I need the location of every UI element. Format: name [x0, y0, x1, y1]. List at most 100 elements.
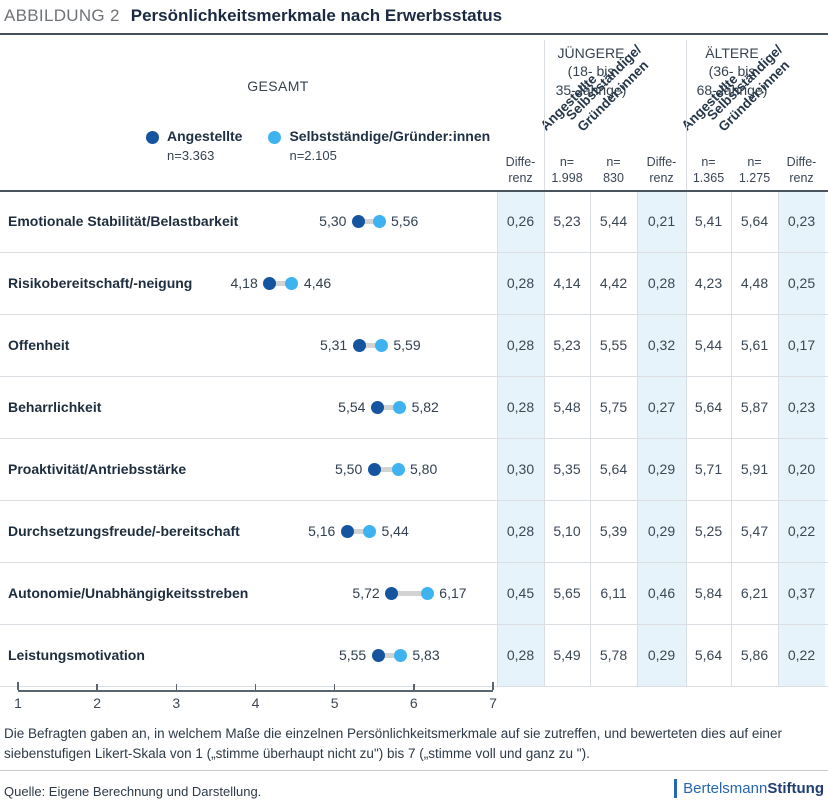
- legend-text: Angestellte n=3.363: [167, 128, 242, 163]
- cell-mean: 5,65: [553, 585, 581, 601]
- dot-angestellte: [371, 648, 385, 662]
- cell-mean: 5,49: [553, 647, 581, 663]
- cell-mean: 5,10: [553, 523, 581, 539]
- cell-mean: 5,44: [694, 337, 723, 353]
- header-divider: [0, 33, 828, 35]
- footer-divider: [0, 770, 828, 771]
- differenz-column-header: Diffe- renz: [505, 154, 536, 185]
- cell-mean: 5,48: [553, 399, 581, 415]
- cell-mean: 4,14: [553, 275, 581, 291]
- dot-connector: [378, 652, 401, 658]
- dot-connector: [347, 528, 370, 534]
- value-label-angestellte: 5,54: [338, 399, 366, 415]
- row-divider: [0, 376, 828, 377]
- figure-header: ABBILDUNG 2 Persönlichkeitsmerkmale nach…: [4, 6, 824, 26]
- cell-mean: 5,75: [599, 399, 628, 415]
- logo-text-bertelsmann: Bertelsmann: [683, 780, 768, 797]
- value-label-selbststaendige: 6,17: [439, 585, 467, 601]
- cell-differenz: 0,23: [787, 399, 816, 415]
- cell-differenz: 0,21: [647, 213, 676, 229]
- value-label-angestellte: 5,72: [352, 585, 380, 601]
- logo-text-stiftung: Stiftung: [767, 780, 824, 797]
- x-axis-tick-label: 1: [14, 695, 22, 711]
- cell-mean: 5,64: [740, 213, 769, 229]
- cell-mean: 5,78: [599, 647, 628, 663]
- dot-selbststaendige: [393, 400, 407, 414]
- n-column-header: n= 830: [603, 154, 624, 185]
- row-divider: [0, 314, 828, 315]
- cell-mean: 6,21: [740, 585, 769, 601]
- cell-differenz: 0,26: [506, 213, 535, 229]
- legend-n-selbststaendige: n=2.105: [289, 147, 337, 163]
- figure-title: Persönlichkeitsmerkmale nach Erwerbsstat…: [130, 6, 503, 25]
- cell-mean: 4,23: [694, 275, 723, 291]
- cell-differenz: 0,37: [787, 585, 816, 601]
- cell-mean: 5,35: [553, 461, 581, 477]
- dot-connector: [377, 404, 400, 410]
- cell-differenz: 0,22: [787, 647, 816, 663]
- angestellte-dot-icon: [146, 131, 159, 144]
- cell-differenz: 0,28: [647, 275, 676, 291]
- cell-differenz: 0,28: [506, 647, 535, 663]
- cell-mean: 5,23: [553, 213, 581, 229]
- cell-differenz: 0,30: [506, 461, 535, 477]
- trait-label: Emotionale Stabilität/Belastbarkeit: [8, 213, 239, 229]
- cell-differenz: 0,28: [506, 337, 535, 353]
- figure-note: Die Befragten gaben an, in welchem Maße …: [4, 726, 782, 762]
- column-group-gesamt-label: GESAMT: [247, 78, 309, 94]
- value-label-selbststaendige: 5,44: [381, 523, 409, 539]
- cell-mean: 5,64: [694, 399, 723, 415]
- value-label-selbststaendige: 5,82: [411, 399, 439, 415]
- cell-mean: 5,47: [740, 523, 769, 539]
- x-axis-tick: [492, 682, 494, 690]
- column-group-aeltere-label: ÄLTERE (36- bis 68-Jährige): [696, 45, 768, 98]
- x-axis-tick-label: 2: [93, 695, 102, 711]
- table-top-rule: [0, 190, 828, 192]
- cell-differenz: 0,25: [787, 275, 816, 291]
- x-axis-tick: [333, 684, 336, 690]
- x-axis-tick-label: 6: [409, 695, 418, 711]
- dot-selbststaendige: [372, 214, 386, 228]
- dot-selbststaendige: [420, 586, 434, 600]
- row-divider: [0, 624, 828, 625]
- legend: Angestellte n=3.363 Selbstständige/Gründ…: [146, 128, 490, 163]
- x-axis-tick-label: 3: [172, 695, 181, 711]
- dot-angestellte: [340, 524, 354, 538]
- dot-selbststaendige: [391, 462, 405, 476]
- legend-item-selbststaendige: Selbstständige/Gründer:innen n=2.105: [268, 128, 490, 163]
- x-axis-tick: [96, 684, 98, 690]
- cell-mean: 5,61: [740, 337, 769, 353]
- legend-text: Selbstständige/Gründer:innen n=2.105: [289, 128, 490, 163]
- cell-differenz: 0,20: [787, 461, 816, 477]
- value-label-angestellte: 5,30: [319, 213, 347, 229]
- cell-mean: 5,44: [599, 213, 628, 229]
- cell-differenz: 0,27: [647, 399, 676, 415]
- value-label-selbststaendige: 5,59: [393, 337, 421, 353]
- n-column-header: n= 1.365: [692, 154, 725, 185]
- cell-mean: 5,87: [740, 399, 769, 415]
- value-label-selbststaendige: 5,56: [391, 213, 419, 229]
- cell-differenz: 0,46: [647, 585, 676, 601]
- dot-selbststaendige: [363, 524, 376, 538]
- value-label-selbststaendige: 4,46: [303, 275, 332, 291]
- cell-mean: 4,48: [740, 275, 769, 291]
- x-axis-line: [18, 690, 493, 692]
- legend-label-angestellte: Angestellte: [167, 128, 243, 144]
- dot-connector: [391, 590, 428, 596]
- bertelsmann-stiftung-logo: Bertelsmann Stiftung: [674, 779, 824, 798]
- legend-item-angestellte: Angestellte n=3.363: [146, 128, 242, 163]
- trait-label: Leistungsmotivation: [8, 647, 145, 663]
- trait-label: Beharrlichkeit: [8, 399, 102, 415]
- cell-differenz: 0,17: [787, 337, 816, 353]
- cell-differenz: 0,22: [787, 523, 816, 539]
- selbststaendige-dot-icon: [268, 131, 282, 144]
- cell-differenz: 0,28: [506, 275, 535, 291]
- logo-bar-icon: [674, 779, 678, 798]
- cell-mean: 5,64: [599, 461, 628, 477]
- dot-connector: [374, 466, 398, 472]
- cell-differenz: 0,29: [647, 647, 676, 663]
- group-separator: [544, 40, 545, 190]
- x-axis-tick-label: 5: [330, 695, 339, 711]
- dot-selbststaendige: [374, 338, 388, 352]
- n-column-header: n= 1.998: [551, 154, 583, 185]
